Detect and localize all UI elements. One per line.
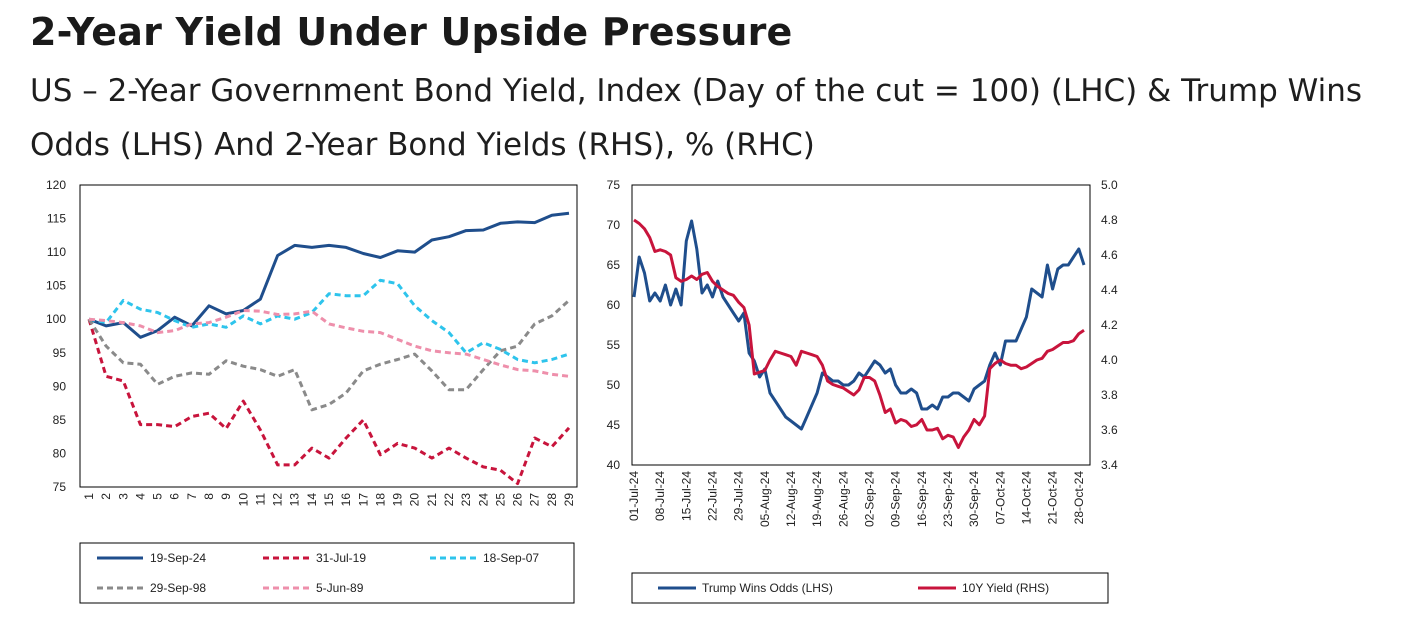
x-tick-label: 26: [511, 493, 525, 507]
x-tick-label: 12: [271, 493, 285, 507]
x-tick-label: 6: [168, 493, 182, 500]
x-tick-label: 11: [253, 493, 267, 506]
y-right-tick-label: 3.8: [1101, 388, 1118, 402]
x-date-tick-label: 14-Oct-24: [1019, 471, 1033, 525]
x-date-tick-label: 19-Aug-24: [810, 471, 824, 527]
y-left-tick-label: 50: [607, 378, 621, 392]
y-right-tick-label: 5.0: [1101, 178, 1118, 192]
y-tick-label: 120: [46, 178, 66, 192]
x-date-tick-label: 07-Oct-24: [993, 471, 1007, 525]
x-date-tick-label: 09-Sep-24: [889, 471, 903, 527]
x-tick-label: 20: [408, 493, 422, 507]
x-tick-label: 2: [99, 493, 113, 500]
series-line-29-Sep-98: [87, 299, 571, 412]
x-tick-label: 8: [202, 493, 216, 500]
x-tick-label: 5: [151, 493, 165, 500]
y-tick-label: 110: [47, 245, 66, 259]
x-date-tick-label: 16-Sep-24: [915, 471, 929, 527]
legend-label: 31-Jul-19: [316, 551, 366, 565]
series-line-18-Sep-07: [88, 278, 570, 365]
x-date-tick-label: 28-Oct-24: [1072, 471, 1086, 525]
x-date-tick-label: 26-Aug-24: [836, 471, 850, 527]
x-tick-label: 25: [493, 493, 507, 507]
x-date-tick-label: 22-Jul-24: [705, 471, 719, 521]
series-line-5-Jun-89: [88, 309, 570, 378]
x-tick-label: 23: [459, 493, 473, 507]
series-line-Trump Wins Odds (LHS): [632, 219, 1086, 431]
y-left-tick-label: 70: [607, 218, 621, 232]
y-tick-label: 80: [53, 446, 67, 460]
y-tick-label: 95: [53, 346, 67, 360]
y-right-tick-label: 4.6: [1101, 248, 1118, 262]
y-left-tick-label: 60: [607, 298, 621, 312]
x-date-tick-label: 05-Aug-24: [758, 471, 772, 527]
x-tick-label: 21: [425, 493, 439, 507]
x-tick-label: 19: [391, 493, 405, 507]
x-tick-label: 14: [305, 493, 319, 507]
x-tick-label: 24: [476, 493, 490, 507]
y-left-tick-label: 75: [607, 178, 621, 192]
y-left-tick-label: 65: [607, 258, 621, 272]
x-date-tick-label: 30-Sep-24: [967, 471, 981, 527]
legend-label: 18-Sep-07: [483, 551, 539, 565]
y-tick-label: 105: [46, 279, 66, 293]
legend-label: 5-Jun-89: [316, 581, 364, 595]
y-right-tick-label: 3.6: [1101, 423, 1118, 437]
x-tick-label: 1: [82, 493, 96, 500]
y-tick-label: 85: [53, 413, 67, 427]
page-title: 2-Year Yield Under Upside Pressure: [30, 10, 793, 54]
x-date-tick-label: 15-Jul-24: [679, 471, 693, 521]
x-tick-label: 18: [373, 493, 387, 507]
x-tick-label: 13: [288, 493, 302, 507]
y-tick-label: 115: [47, 212, 66, 226]
y-tick-label: 90: [53, 379, 67, 393]
x-tick-label: 17: [356, 493, 370, 507]
series-line-10Y Yield (RHS): [633, 218, 1085, 449]
y-right-tick-label: 4.2: [1101, 318, 1118, 332]
legend-label: 10Y Yield (RHS): [962, 581, 1049, 595]
x-tick-label: 9: [219, 493, 233, 500]
y-right-tick-label: 4.8: [1101, 213, 1118, 227]
x-date-tick-label: 02-Sep-24: [862, 471, 876, 527]
x-date-tick-label: 21-Oct-24: [1046, 471, 1060, 525]
x-date-tick-label: 08-Jul-24: [653, 471, 667, 521]
x-tick-label: 10: [236, 493, 250, 507]
legend-label: 19-Sep-24: [150, 551, 206, 565]
y-right-tick-label: 4.0: [1101, 353, 1118, 367]
y-left-tick-label: 55: [607, 338, 621, 352]
y-left-tick-label: 40: [607, 458, 621, 472]
x-date-tick-label: 23-Sep-24: [941, 471, 955, 527]
x-tick-label: 22: [442, 493, 456, 507]
y-tick-label: 75: [53, 480, 67, 494]
x-tick-label: 16: [339, 493, 353, 507]
legend-right: [631, 572, 1109, 604]
legend-label: 29-Sep-98: [150, 581, 206, 595]
x-tick-label: 4: [133, 493, 147, 500]
legend-label: Trump Wins Odds (LHS): [702, 581, 833, 595]
x-date-tick-label: 29-Jul-24: [732, 471, 746, 521]
x-tick-label: 28: [545, 493, 559, 507]
x-date-tick-label: 01-Jul-24: [627, 471, 641, 521]
plot-area-left: [79, 184, 578, 488]
x-tick-label: 15: [322, 493, 336, 507]
x-tick-label: 3: [116, 493, 130, 500]
y-right-tick-label: 3.4: [1101, 458, 1118, 472]
legend-left: [79, 542, 575, 604]
page-subtitle: US – 2-Year Government Bond Yield, Index…: [30, 73, 1363, 163]
y-tick-label: 100: [46, 312, 66, 326]
x-tick-label: 7: [185, 493, 199, 500]
x-date-tick-label: 12-Aug-24: [784, 471, 798, 527]
x-tick-label: 27: [528, 493, 542, 507]
series-line-31-Jul-19: [87, 318, 571, 486]
y-right-tick-label: 4.4: [1101, 283, 1118, 297]
x-tick-label: 29: [562, 493, 576, 507]
plot-area-right: [631, 184, 1091, 466]
y-left-tick-label: 45: [607, 418, 621, 432]
series-line-19-Sep-24: [88, 211, 570, 339]
